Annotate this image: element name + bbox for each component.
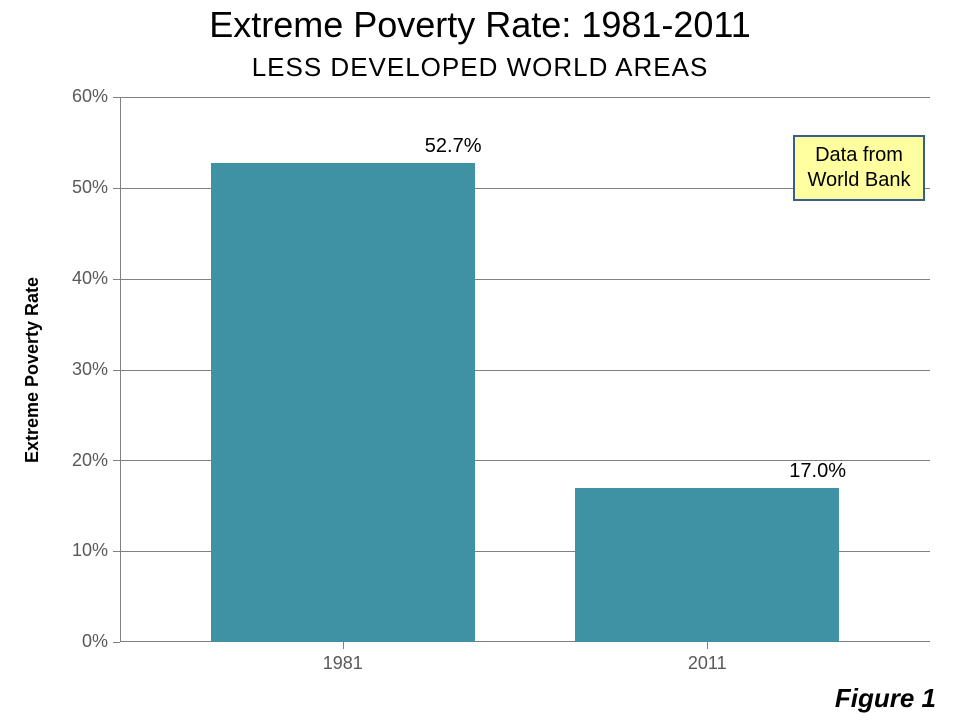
chart-subtitle: LESS DEVELOPED WORLD AREAS [0, 52, 960, 83]
x-tick-label: 1981 [283, 653, 403, 674]
y-tick-mark [113, 188, 120, 189]
y-tick-label: 50% [53, 177, 108, 198]
y-tick-label: 60% [53, 86, 108, 107]
y-tick-mark [113, 370, 120, 371]
y-tick-mark [113, 97, 120, 98]
y-tick-label: 0% [53, 631, 108, 652]
y-tick-label: 20% [53, 450, 108, 471]
x-tick-mark [707, 642, 708, 649]
y-axis-title: Extreme Poverty Rate [22, 220, 43, 520]
y-tick-mark [113, 460, 120, 461]
note-line-1: Data from [815, 143, 903, 168]
y-tick-mark [113, 642, 120, 643]
y-tick-label: 40% [53, 268, 108, 289]
y-tick-mark [113, 551, 120, 552]
bar [211, 163, 475, 642]
figure-label: Figure 1 [835, 683, 936, 714]
chart-container: { "title": { "text": "Extreme Poverty Ra… [0, 0, 960, 720]
bar-value-label: 52.7% [425, 135, 545, 158]
x-tick-mark [343, 642, 344, 649]
gridline [120, 97, 930, 98]
x-tick-label: 2011 [647, 653, 767, 674]
y-tick-label: 10% [53, 540, 108, 561]
y-tick-label: 30% [53, 359, 108, 380]
note-line-2: World Bank [807, 168, 910, 193]
y-tick-mark [113, 279, 120, 280]
data-source-note: Data from World Bank [793, 135, 925, 201]
chart-title: Extreme Poverty Rate: 1981-2011 [0, 6, 960, 44]
bar [575, 488, 839, 642]
bar-value-label: 17.0% [789, 460, 909, 483]
